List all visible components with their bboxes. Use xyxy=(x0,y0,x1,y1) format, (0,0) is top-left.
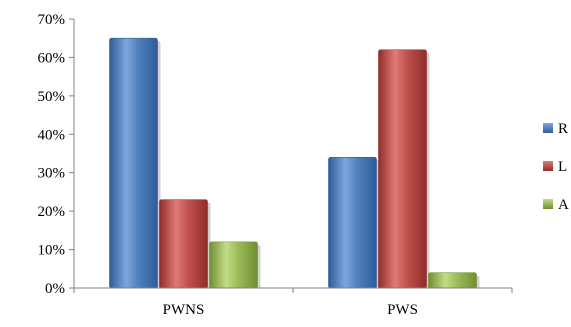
y-tick-label: 40% xyxy=(38,127,66,143)
legend-swatch-r xyxy=(543,123,553,133)
bar-r-pws xyxy=(328,157,377,289)
bar-r-pwns xyxy=(109,37,158,289)
axes-layer: 0% 10% 20% 30% 40% 50% 60% 70% PWNS PWS xyxy=(38,12,513,318)
legend-label-a: A xyxy=(558,197,569,213)
bar-a-pws xyxy=(428,272,477,289)
y-tick-label: 50% xyxy=(38,89,66,105)
y-tick-label: 60% xyxy=(38,50,66,66)
y-tick-label: 10% xyxy=(38,243,66,259)
legend-label-r: R xyxy=(558,121,568,137)
bar-l-pwns xyxy=(159,199,208,289)
y-tick-label: 70% xyxy=(38,12,66,28)
x-tick-label: PWS xyxy=(387,302,418,318)
y-tick-label: 20% xyxy=(38,204,66,220)
x-tick-label: PWNS xyxy=(163,302,205,318)
y-tick-label: 30% xyxy=(38,166,66,182)
legend: R L A xyxy=(543,121,569,213)
legend-swatch-l xyxy=(543,161,553,171)
bar-l-pws xyxy=(378,49,427,289)
legend-swatch-a xyxy=(543,199,553,209)
legend-label-l: L xyxy=(558,159,567,175)
bar-a-pwns xyxy=(209,241,258,289)
bars-layer xyxy=(109,37,480,289)
y-tick-label: 0% xyxy=(45,281,65,297)
